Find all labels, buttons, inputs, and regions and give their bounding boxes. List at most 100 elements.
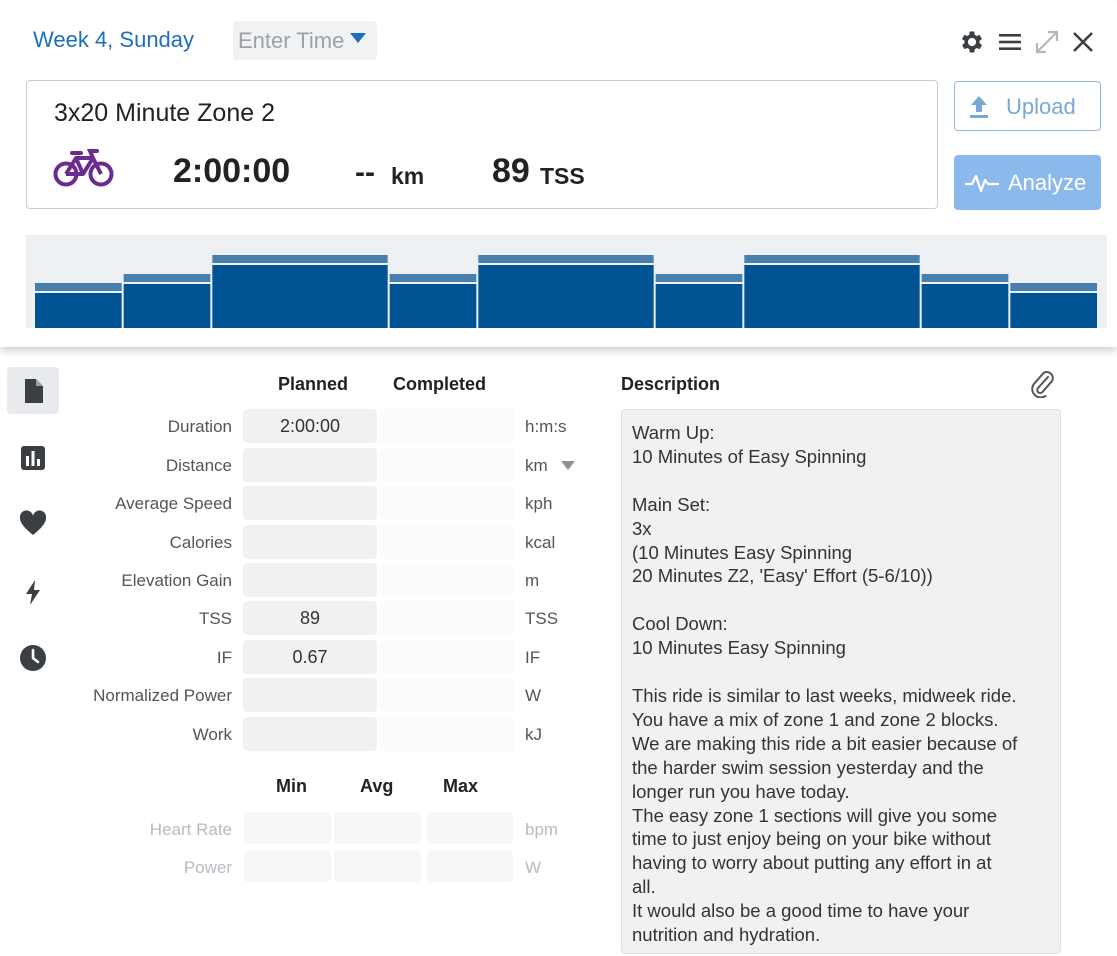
description-header: Description [621,374,721,394]
gear-icon[interactable] [958,28,986,56]
metric-unit: TSS [525,609,559,628]
menu-icon[interactable] [996,28,1024,56]
upload-label: Upload [1006,94,1076,119]
summary-distance: -- [355,156,375,189]
completed-input[interactable] [380,717,514,751]
interval-bar-cap [212,255,388,263]
summary-duration: 2:00:00 [173,152,291,190]
interval-bar-cap [655,274,743,282]
metric-unit: W [525,686,542,705]
time-select-placeholder: Enter Time [238,28,345,53]
interval-bar-cap [389,274,477,282]
clock-icon [20,645,46,671]
completed-input[interactable] [380,448,514,482]
details-icon [25,379,43,403]
interval-bar[interactable] [478,265,654,328]
workout-title[interactable]: 3x20 Minute Zone 2 [54,99,275,127]
planned-input[interactable] [243,678,377,712]
workout-header-panel: Week 4, Sunday Enter Time 3x20 Minute Zo… [0,0,1117,347]
planned-input[interactable] [243,563,377,597]
completed-input[interactable] [380,409,514,443]
range-metric-unit: W [525,858,542,877]
planned-input[interactable]: 2:00:00 [243,409,377,443]
metric-label: Distance [165,456,232,475]
completed-header: Completed [393,374,487,394]
interval-bar[interactable] [389,284,477,328]
heart-icon [19,510,47,535]
metric-unit[interactable]: km [525,456,548,475]
max-input[interactable] [427,850,513,882]
metric-label: IF [216,648,232,667]
interval-bar[interactable] [744,265,920,328]
summary-distance-unit: km [391,163,425,189]
upload-button[interactable]: Upload [954,81,1101,131]
caret-down-icon [350,33,366,43]
completed-input[interactable] [380,678,514,712]
metric-label: Average Speed [115,494,232,513]
range-metric-label: Heart Rate [149,820,232,839]
planned-input[interactable] [243,717,377,751]
pulse-icon [965,174,999,193]
sidebar-item-details[interactable] [7,367,59,414]
completed-input[interactable] [380,640,514,674]
max-input[interactable] [427,812,513,844]
min-input[interactable] [244,812,331,844]
description-textarea[interactable]: Warm Up: 10 Minutes of Easy Spinning Mai… [621,409,1061,954]
range-metric-label: Power [183,858,232,877]
interval-bar-cap [35,283,122,291]
metric-unit: m [525,571,540,590]
bike-icon [53,148,115,193]
close-icon[interactable] [1069,28,1097,56]
metric-label: Elevation Gain [121,571,232,590]
interval-bar-cap [478,255,654,263]
sidebar-item-charts[interactable] [7,434,59,481]
metric-unit: IF [525,648,541,667]
planned-input[interactable]: 0.67 [243,640,377,674]
interval-bar-cap [123,274,211,282]
planned-input[interactable]: 89 [243,601,377,635]
planned-input[interactable] [243,525,377,559]
min-header: Min [276,776,307,796]
avg-input[interactable] [334,850,421,882]
avg-input[interactable] [334,812,421,844]
upload-icon [970,96,988,118]
sidebar-item-power[interactable] [7,568,59,615]
summary-tss: 89 [492,152,530,190]
completed-input[interactable] [380,563,514,597]
interval-bar-cap [1010,283,1097,291]
workout-structure-chart [26,235,1107,328]
interval-bar[interactable] [123,284,211,328]
unit-dropdown-icon[interactable] [561,461,575,470]
completed-input[interactable] [380,525,514,559]
completed-input[interactable] [380,486,514,520]
interval-bar-cap [921,274,1009,282]
sidebar-item-heart-rate[interactable] [7,500,59,547]
interval-bar[interactable] [921,284,1009,328]
interval-bar[interactable] [35,293,122,328]
metric-unit: kcal [525,533,556,552]
max-header: Max [443,776,479,796]
min-input[interactable] [244,850,331,882]
interval-bar[interactable] [655,284,743,328]
week-day-title: Week 4, Sunday [33,27,195,52]
completed-input[interactable] [380,601,514,635]
expand-icon[interactable] [1033,28,1061,56]
analyze-button[interactable]: Analyze [954,155,1101,210]
planned-input[interactable] [243,448,377,482]
interval-bar-cap [744,255,920,263]
sidebar-item-time[interactable] [7,634,59,681]
interval-bar[interactable] [212,265,388,328]
chart-icon [21,446,45,470]
workout-structure-svg [35,255,1097,328]
metric-label: TSS [198,609,232,628]
time-select[interactable]: Enter Time [233,21,377,60]
lightning-icon [26,580,40,605]
avg-header: Avg [360,776,394,796]
metric-unit: h:m:s [525,417,567,436]
range-metric-unit: bpm [525,820,559,839]
metric-label: Work [192,725,232,744]
interval-bar[interactable] [1010,293,1097,328]
summary-tss-unit: TSS [540,163,585,189]
paperclip-icon[interactable] [1028,368,1056,403]
planned-input[interactable] [243,486,377,520]
